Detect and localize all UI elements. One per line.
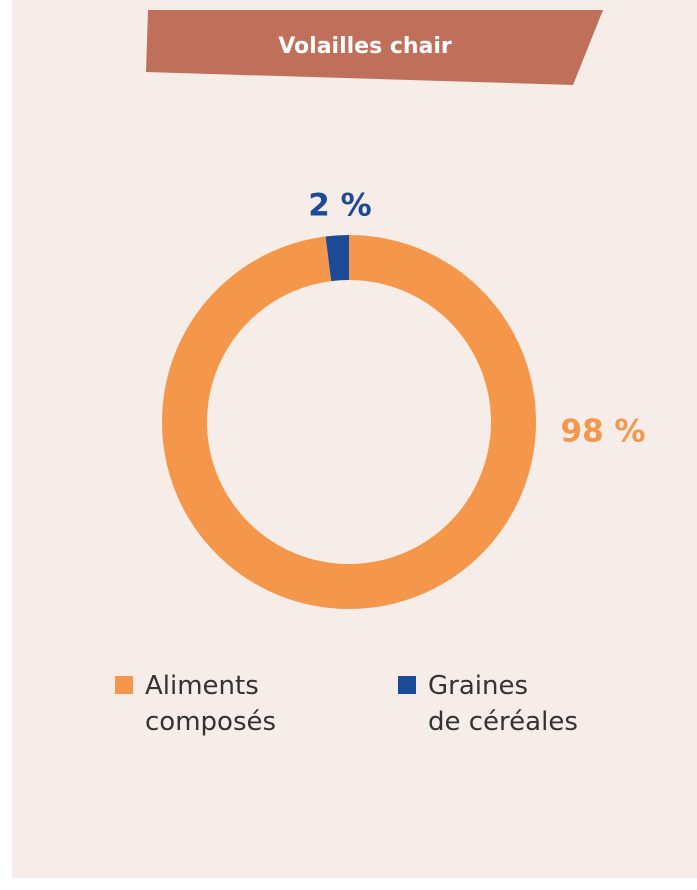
value-label: 98 %: [561, 414, 646, 450]
value-label: 2 %: [308, 188, 371, 224]
donut-segment: [325, 235, 349, 282]
chart-title: Volailles chair: [278, 34, 452, 59]
legend-label: Graines de céréales: [428, 671, 578, 737]
title-banner: [146, 10, 603, 85]
legend-swatch: [115, 676, 133, 694]
panel: [12, 0, 697, 878]
legend-label: Aliments composés: [145, 671, 277, 737]
legend-swatch: [398, 676, 416, 694]
